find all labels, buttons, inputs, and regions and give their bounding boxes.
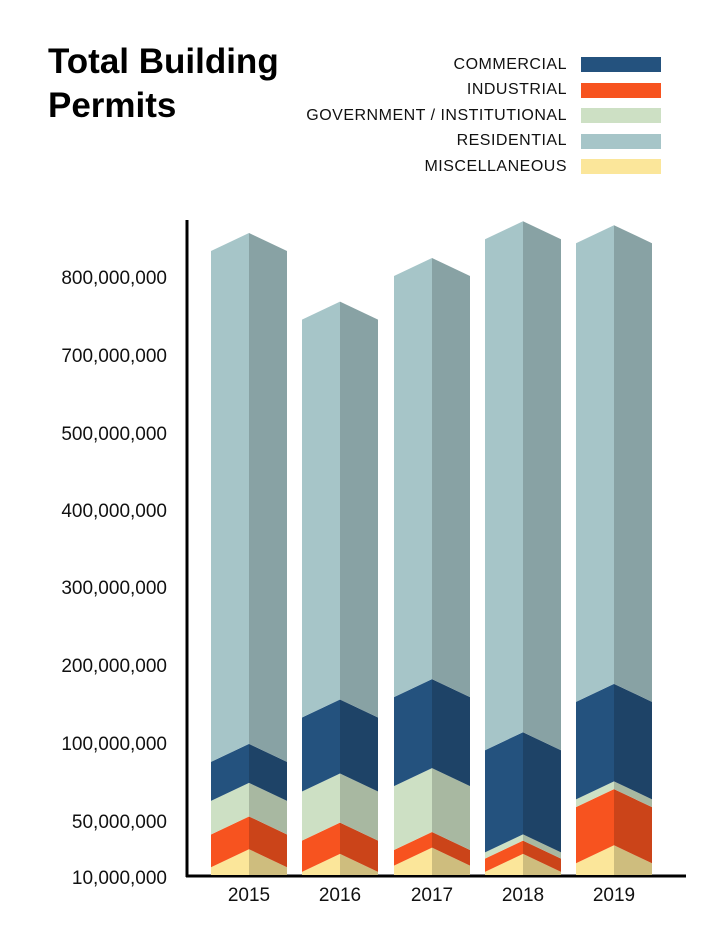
legend-label: MISCELLANEOUS [424, 157, 567, 175]
legend-swatch [581, 108, 661, 124]
bar-segment [211, 233, 249, 762]
bar-segment [302, 822, 340, 872]
y-tick-label: 500,000,000 [61, 424, 167, 445]
bar-segment [576, 225, 614, 702]
chart-title-line-1: Total Building [48, 42, 279, 81]
bar-segment-shade [432, 679, 470, 787]
bar-segment [485, 834, 523, 859]
bar-segment [576, 845, 614, 875]
bar-segment [394, 832, 432, 866]
legend-label: INDUSTRIAL [466, 81, 567, 99]
x-tick-label: 2018 [502, 885, 544, 906]
y-tick-label: 200,000,000 [61, 656, 167, 677]
legend-item-government-institutional: GOVERNMENT / INSTITUTIONAL [306, 103, 661, 129]
x-tick-label: 2015 [228, 885, 270, 906]
y-tick-label: 700,000,000 [61, 346, 167, 367]
bar-segment-shade [523, 840, 561, 872]
y-tick-label: 400,000,000 [61, 501, 167, 522]
y-tick-label: 10,000,000 [72, 868, 167, 889]
y-tick-label: 800,000,000 [61, 268, 167, 289]
chart-title: Total Building Permits [48, 40, 308, 128]
bar-segment [302, 853, 340, 875]
bar-segment-shade [340, 699, 378, 792]
bar-segment [211, 743, 249, 801]
bar-segment-shade [432, 832, 470, 866]
bar-segment [394, 847, 432, 875]
bar-segment-shade [614, 781, 652, 808]
legend-swatch [581, 82, 661, 98]
bar-segment-shade [432, 768, 470, 851]
bar-segment [576, 683, 614, 800]
bar-segment [485, 732, 523, 853]
legend-item-commercial: COMMERCIAL [306, 52, 661, 78]
legend-label: RESIDENTIAL [456, 132, 567, 150]
legend-item-residential: RESIDENTIAL [306, 129, 661, 155]
bar-segment [576, 789, 614, 864]
bar-segment-shade [249, 233, 287, 762]
bar-segment-shade [614, 845, 652, 875]
bar-segment [485, 221, 523, 751]
bar-segment-shade [249, 743, 287, 801]
bar-segment-shade [249, 849, 287, 875]
bar-segment [302, 773, 340, 841]
x-tick-label: 2019 [593, 885, 635, 906]
bar-segment-shade [523, 834, 561, 859]
legend-swatch [581, 159, 661, 175]
legend: COMMERCIAL INDUSTRIAL GOVERNMENT / INSTI… [306, 52, 661, 180]
y-tick-label: 100,000,000 [61, 734, 167, 755]
bar-segment [211, 782, 249, 835]
legend-swatch [581, 133, 661, 149]
bar-segment-shade [614, 225, 652, 702]
bar-segment [211, 816, 249, 868]
legend-item-miscellaneous: MISCELLANEOUS [306, 154, 661, 180]
bar-segment-shade [523, 853, 561, 875]
y-tick-label: 300,000,000 [61, 578, 167, 599]
bar-segment-shade [614, 683, 652, 800]
bar-segment-shade [614, 789, 652, 864]
legend-swatch [581, 57, 661, 73]
chart-title-line-2: Permits [48, 86, 177, 125]
bar-segment [394, 257, 432, 698]
bar-segment-shade [249, 816, 287, 868]
bar-segment [485, 853, 523, 875]
bar-segment-shade [249, 782, 287, 835]
legend-label: GOVERNMENT / INSTITUTIONAL [306, 106, 567, 124]
bar-segment-shade [340, 301, 378, 718]
bar-segment-shade [523, 221, 561, 751]
bar-segment [576, 781, 614, 808]
bar-segment [485, 840, 523, 872]
bar-segment-shade [432, 257, 470, 698]
bar-segment-shade [340, 773, 378, 841]
bar-segment-shade [340, 822, 378, 872]
bar-segment-shade [340, 853, 378, 875]
bar-segment-shade [432, 847, 470, 875]
bar-segment [302, 699, 340, 792]
x-tick-label: 2016 [319, 885, 361, 906]
bar-segment [211, 849, 249, 875]
bar-segment [394, 768, 432, 851]
bar-segment [394, 679, 432, 787]
bar-segment [302, 301, 340, 718]
y-tick-label: 50,000,000 [72, 812, 167, 833]
legend-item-industrial: INDUSTRIAL [306, 78, 661, 104]
x-tick-label: 2017 [411, 885, 453, 906]
legend-label: COMMERCIAL [453, 55, 567, 73]
bar-segment-shade [523, 732, 561, 853]
